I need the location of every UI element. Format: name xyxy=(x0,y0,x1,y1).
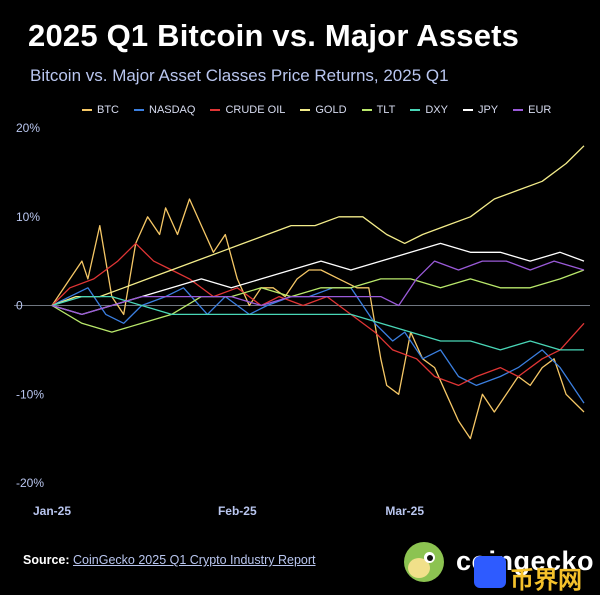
legend-swatch xyxy=(82,109,92,111)
legend-label: DXY xyxy=(425,104,448,116)
watermark-badge-icon xyxy=(474,556,506,588)
legend-label: NASDAQ xyxy=(149,104,196,116)
legend-swatch xyxy=(210,109,221,111)
legend-swatch xyxy=(410,109,421,111)
legend-label: GOLD xyxy=(315,104,347,116)
source-label: Source: xyxy=(23,553,70,567)
series-line-gold xyxy=(51,145,585,307)
series-line-dxy xyxy=(51,295,584,351)
series-line-crude-oil xyxy=(51,242,585,387)
legend-label: BTC xyxy=(97,104,119,116)
series-line-jpy xyxy=(51,242,585,316)
legend-item: CRUDE OIL xyxy=(210,104,285,116)
series-line-eur xyxy=(51,260,585,316)
legend-swatch xyxy=(300,109,311,111)
legend-item: TLT xyxy=(361,104,396,116)
x-tick-label: Jan-25 xyxy=(33,504,71,518)
legend-item: DXY xyxy=(410,104,448,116)
source-note: Source: CoinGecko 2025 Q1 Crypto Industr… xyxy=(23,553,316,567)
coingecko-gecko-icon xyxy=(404,542,444,582)
legend-item: GOLD xyxy=(300,104,347,116)
legend-label: TLT xyxy=(376,104,396,116)
legend-swatch xyxy=(513,109,524,111)
series-line-nasdaq xyxy=(51,287,585,404)
y-tick-label: 10% xyxy=(16,210,40,224)
legend-swatch xyxy=(134,109,144,111)
x-tick-label: Mar-25 xyxy=(385,504,424,518)
legend-swatch xyxy=(361,109,372,111)
y-tick-label: 20% xyxy=(16,121,40,135)
legend-item: BTC xyxy=(82,104,119,116)
legend-item: JPY xyxy=(462,104,499,116)
legend-label: EUR xyxy=(528,104,552,116)
chart-subtitle: Bitcoin vs. Major Asset Classes Price Re… xyxy=(30,66,449,85)
legend-swatch xyxy=(462,109,473,111)
legend-item: NASDAQ xyxy=(134,104,195,116)
series-line-tlt xyxy=(51,269,585,333)
source-link[interactable]: CoinGecko 2025 Q1 Crypto Industry Report xyxy=(73,553,316,567)
legend-item: EUR xyxy=(513,104,551,116)
chart-title: 2025 Q1 Bitcoin vs. Major Assets xyxy=(28,18,520,53)
line-chart: 20% 10% 0 -10% -20% Jan-25 Feb-25 Mar-25 xyxy=(14,121,590,518)
watermark-text: 币界网 xyxy=(510,567,582,594)
y-tick-label: -10% xyxy=(16,387,44,401)
chart-legend: BTC NASDAQ CRUDE OIL GOLD TLT DXY JPY EUR xyxy=(82,104,551,116)
legend-label: CRUDE OIL xyxy=(225,104,286,116)
legend-label: JPY xyxy=(477,104,499,116)
x-tick-label: Feb-25 xyxy=(218,504,257,518)
y-tick-label: 0 xyxy=(16,299,23,313)
series-line-btc xyxy=(51,198,585,440)
y-tick-label: -20% xyxy=(16,476,44,490)
